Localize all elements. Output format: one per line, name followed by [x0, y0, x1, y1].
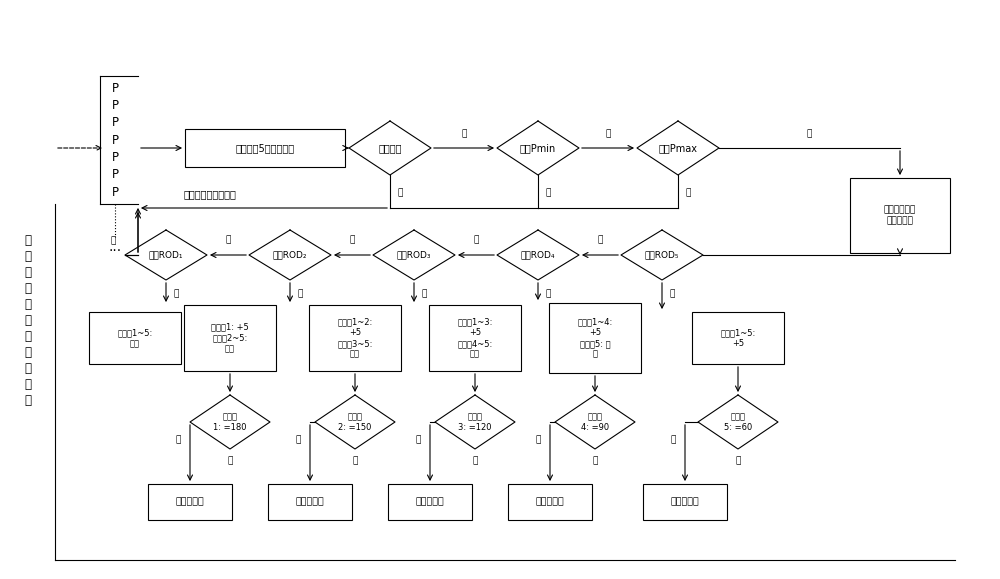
Text: 否: 否	[227, 456, 233, 466]
FancyBboxPatch shape	[388, 484, 472, 520]
Text: 大于ROD₂: 大于ROD₂	[273, 251, 307, 259]
Text: 是: 是	[545, 290, 551, 299]
Text: 计数器
3: =120: 计数器 3: =120	[458, 412, 492, 432]
Text: 否: 否	[472, 456, 478, 466]
Text: 是: 是	[175, 435, 181, 445]
Text: 是: 是	[670, 435, 676, 445]
Text: 否: 否	[473, 236, 479, 244]
Text: 传
感
器
采
集
到
的
压
力
数
据: 传 感 器 采 集 到 的 压 力 数 据	[25, 233, 32, 406]
Text: P: P	[111, 185, 118, 199]
FancyBboxPatch shape	[309, 305, 401, 371]
FancyBboxPatch shape	[184, 305, 276, 371]
Text: 计数器1~5:
+5: 计数器1~5: +5	[720, 328, 756, 348]
Text: 关阀，报警: 关阀，报警	[296, 497, 324, 507]
Text: P: P	[111, 82, 118, 94]
Text: 关阀，报警: 关阀，报警	[176, 497, 204, 507]
Text: 是: 是	[173, 290, 179, 299]
FancyBboxPatch shape	[268, 484, 352, 520]
Text: 关阀，报警: 关阀，报警	[416, 497, 444, 507]
Text: 是: 是	[807, 130, 812, 138]
Text: 大于ROD₁: 大于ROD₁	[149, 251, 183, 259]
Text: 大于Pmin: 大于Pmin	[520, 143, 556, 153]
Text: 关阀，报警: 关阀，报警	[536, 497, 564, 507]
FancyBboxPatch shape	[692, 312, 784, 364]
Text: 是: 是	[461, 130, 467, 138]
Text: P: P	[111, 151, 118, 164]
Text: 否: 否	[110, 236, 116, 245]
Text: 否: 否	[735, 456, 741, 466]
Text: 是: 是	[605, 130, 611, 138]
Text: 是: 是	[295, 435, 301, 445]
Text: 大于ROD₄: 大于ROD₄	[521, 251, 555, 259]
Text: 计数器1~5:
归零: 计数器1~5: 归零	[117, 328, 153, 348]
Text: 计数器1~2:
+5
计数器3~5:
归零: 计数器1~2: +5 计数器3~5: 归零	[337, 317, 373, 358]
Text: 计数器
1: =180: 计数器 1: =180	[213, 412, 247, 432]
Text: P: P	[111, 99, 118, 112]
FancyBboxPatch shape	[429, 305, 521, 371]
Text: 接收处理5个最新数据: 接收处理5个最新数据	[235, 143, 295, 153]
FancyBboxPatch shape	[508, 484, 592, 520]
Text: 计数器1~3:
+5
计数器4~5:
归零: 计数器1~3: +5 计数器4~5: 归零	[457, 317, 493, 358]
Text: 是: 是	[421, 290, 427, 299]
Text: 否: 否	[685, 189, 691, 197]
FancyBboxPatch shape	[148, 484, 232, 520]
Text: 是: 是	[535, 435, 541, 445]
Text: 否: 否	[225, 236, 231, 244]
Text: 计数器
2: =150: 计数器 2: =150	[338, 412, 372, 432]
Text: 大于ROD₅: 大于ROD₅	[645, 251, 679, 259]
Text: 否: 否	[352, 456, 358, 466]
Text: ...: ...	[108, 240, 122, 254]
FancyBboxPatch shape	[549, 303, 641, 373]
FancyBboxPatch shape	[89, 312, 181, 364]
Text: 否: 否	[545, 189, 551, 197]
FancyBboxPatch shape	[643, 484, 727, 520]
Text: P: P	[111, 134, 118, 146]
FancyBboxPatch shape	[850, 178, 950, 253]
Text: 是: 是	[669, 290, 675, 299]
Text: 否: 否	[597, 236, 603, 244]
Text: 小于Pmax: 小于Pmax	[658, 143, 698, 153]
Text: 否: 否	[592, 456, 598, 466]
Text: 是: 是	[297, 290, 303, 299]
Text: 否: 否	[349, 236, 355, 244]
Text: 计数器1~4:
+5
计数器5: 归
零: 计数器1~4: +5 计数器5: 归 零	[577, 317, 613, 358]
Text: 大于ROD₃: 大于ROD₃	[397, 251, 431, 259]
Text: 单调递减: 单调递减	[378, 143, 402, 153]
Text: 计数器1: +5
计数器2~5:
归零: 计数器1: +5 计数器2~5: 归零	[211, 323, 249, 353]
Text: P: P	[111, 116, 118, 129]
Text: 否: 否	[397, 189, 403, 197]
Text: 关阀，报警: 关阀，报警	[671, 497, 699, 507]
Text: 是: 是	[415, 435, 421, 445]
FancyBboxPatch shape	[185, 129, 345, 167]
Text: 计算中间时刻
的压降速率: 计算中间时刻 的压降速率	[884, 206, 916, 225]
Text: 滚动接收下一个数据: 滚动接收下一个数据	[184, 189, 236, 199]
Text: 计数器
5: =60: 计数器 5: =60	[724, 412, 752, 432]
Text: P: P	[111, 168, 118, 181]
Text: 计数器
4: =90: 计数器 4: =90	[581, 412, 609, 432]
